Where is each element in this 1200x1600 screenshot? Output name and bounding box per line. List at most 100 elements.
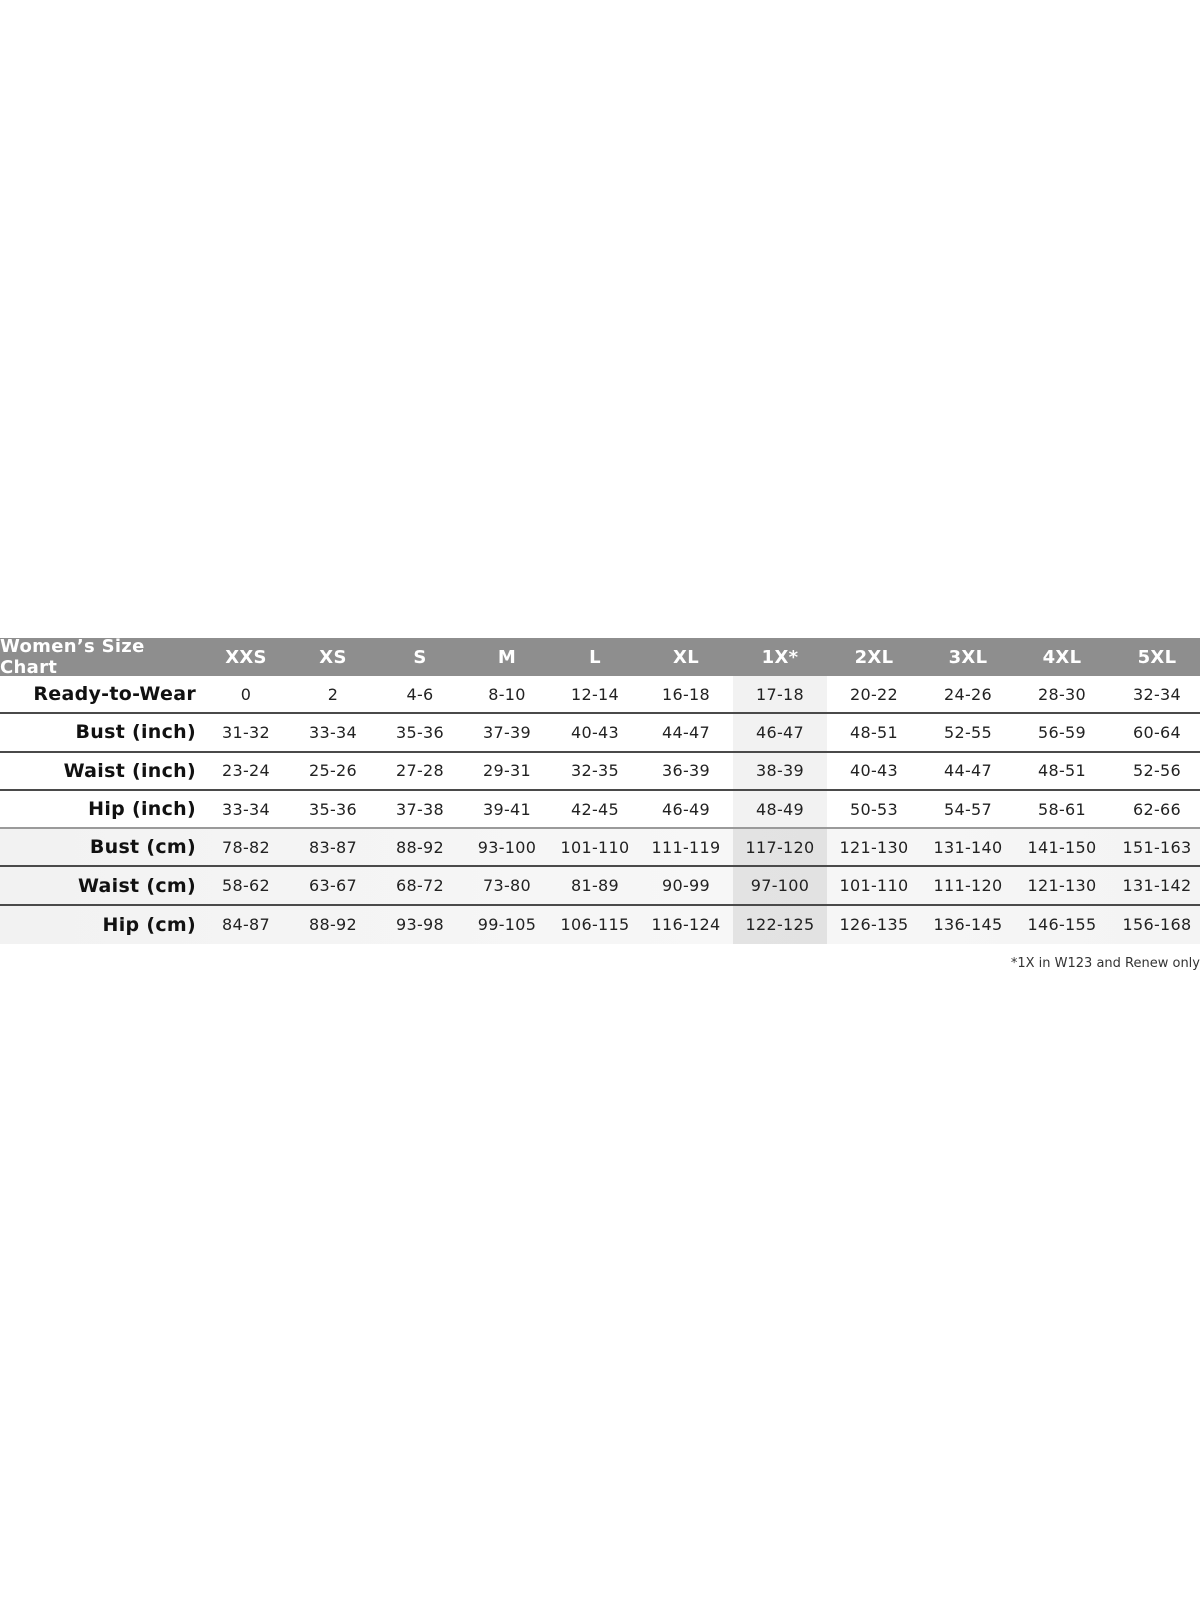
table-cell: 58-62 xyxy=(222,876,270,896)
table-cell: 28-30 xyxy=(1038,684,1086,704)
column-header: 5XL xyxy=(1137,646,1177,668)
table-cell: 88-92 xyxy=(396,837,444,857)
table-cell: 23-24 xyxy=(222,761,270,781)
table-cell: 62-66 xyxy=(1133,799,1181,819)
column-header: 2XL xyxy=(854,646,894,668)
table-cell: 60-64 xyxy=(1133,722,1181,742)
table-cell: 117-120 xyxy=(733,829,827,866)
table-cell: 52-56 xyxy=(1133,761,1181,781)
table-cell: 111-120 xyxy=(933,876,1003,896)
table-cell: 52-55 xyxy=(944,722,992,742)
table-cell: 46-47 xyxy=(733,714,827,751)
table-cell: 37-38 xyxy=(396,799,444,819)
table-cell: 93-98 xyxy=(396,915,444,935)
table-cell: 31-32 xyxy=(222,722,270,742)
table-cell: 81-89 xyxy=(571,876,619,896)
table-cell: 4-6 xyxy=(406,684,434,704)
table-cell: 156-168 xyxy=(1122,915,1192,935)
table-cell: 32-34 xyxy=(1133,684,1181,704)
table-cell: 20-22 xyxy=(850,684,898,704)
table-cell: 33-34 xyxy=(222,799,270,819)
table-row: Waist (cm) 58-62 63-67 68-72 73-80 81-89 90-99… xyxy=(0,867,1200,906)
table-cell: 32-35 xyxy=(571,761,619,781)
table-cell: 78-82 xyxy=(222,837,270,857)
footnote: *1X in W123 and Renew only xyxy=(1010,956,1200,971)
table-cell: 131-142 xyxy=(1122,876,1192,896)
table-cell: 16-18 xyxy=(662,684,710,704)
table-cell: 151-163 xyxy=(1122,837,1192,857)
table-row: Bust (cm) 78-82 83-87 88-92 93-100 101-110 111… xyxy=(0,829,1200,868)
table-cell: 46-49 xyxy=(662,799,710,819)
table-cell: 48-51 xyxy=(850,722,898,742)
column-header: L xyxy=(589,646,601,668)
table-cell: 39-41 xyxy=(483,799,531,819)
table-cell: 141-150 xyxy=(1027,837,1097,857)
table-cell: 83-87 xyxy=(309,837,357,857)
table-cell: 56-59 xyxy=(1038,722,1086,742)
table-cell: 24-26 xyxy=(944,684,992,704)
table-cell: 48-49 xyxy=(733,790,827,828)
table-cell: 88-92 xyxy=(309,915,357,935)
row-label: Ready-to-Wear xyxy=(33,683,196,706)
table-cell: 99-105 xyxy=(477,915,537,935)
table-cell: 12-14 xyxy=(571,684,619,704)
table-cell: 63-67 xyxy=(309,876,357,896)
table-row: Hip (inch) 33-34 35-36 37-38 39-41 42-45 46-49… xyxy=(0,790,1200,830)
column-header: 1X* xyxy=(761,646,799,668)
table-cell: 8-10 xyxy=(488,684,526,704)
row-label: Bust (cm) xyxy=(89,836,196,859)
table-cell: 121-130 xyxy=(839,837,909,857)
column-header: 3XL xyxy=(948,646,988,668)
table-cell: 121-130 xyxy=(1027,876,1097,896)
table-cell: 35-36 xyxy=(396,722,444,742)
table-cell: 27-28 xyxy=(396,761,444,781)
column-header: M xyxy=(497,646,517,668)
table-cell: 0 xyxy=(240,684,252,704)
table-cell: 2 xyxy=(327,684,339,704)
table-cell: 35-36 xyxy=(309,799,357,819)
table-cell: 68-72 xyxy=(396,876,444,896)
table-row: Waist (inch) 23-24 25-26 27-28 29-31 32-35 36-… xyxy=(0,752,1200,791)
table-cell: 106-115 xyxy=(560,915,630,935)
table-cell: 42-45 xyxy=(571,799,619,819)
table-row: Bust (inch) 31-32 33-34 35-36 37-39 40-43 44-4… xyxy=(0,714,1200,753)
table-cell: 29-31 xyxy=(483,761,531,781)
table-cell: 50-53 xyxy=(850,799,898,819)
table-cell: 17-18 xyxy=(733,676,827,713)
row-label: Waist (inch) xyxy=(63,759,196,782)
table-cell: 126-135 xyxy=(839,915,909,935)
table-cell: 33-34 xyxy=(309,722,357,742)
table-cell: 38-39 xyxy=(733,752,827,789)
row-label: Waist (cm) xyxy=(77,874,196,897)
column-header: XXS xyxy=(225,646,267,668)
table-cell: 101-110 xyxy=(839,876,909,896)
table-cell: 40-43 xyxy=(850,761,898,781)
table-cell: 97-100 xyxy=(733,867,827,904)
table-cell: 131-140 xyxy=(933,837,1003,857)
row-label: Bust (inch) xyxy=(75,721,196,744)
row-label: Hip (cm) xyxy=(102,913,196,936)
table-cell: 101-110 xyxy=(560,837,630,857)
table-cell: 54-57 xyxy=(944,799,992,819)
table-row: Hip (cm) 84-87 88-92 93-98 99-105 106-115 116-… xyxy=(0,905,1200,945)
header-row: Women’s Size Chart XXS XS S M L XL 1X* 2XL 3XL 4XL… xyxy=(0,636,1200,678)
table-cell: 48-51 xyxy=(1038,761,1086,781)
column-header: XL xyxy=(673,646,699,668)
table-cell: 36-39 xyxy=(662,761,710,781)
table-cell: 84-87 xyxy=(222,915,270,935)
table-cell: 58-61 xyxy=(1038,799,1086,819)
table-cell: 136-145 xyxy=(933,915,1003,935)
column-header: XS xyxy=(319,646,347,668)
table-cell: 93-100 xyxy=(477,837,537,857)
table-cell: 44-47 xyxy=(944,761,992,781)
size-chart-table: Women’s Size Chart XXS XS S M L XL 1X* 2XL 3XL 4XL… xyxy=(0,636,1200,945)
table-cell: 116-124 xyxy=(651,915,721,935)
table-cell: 90-99 xyxy=(662,876,710,896)
table-cell: 146-155 xyxy=(1027,915,1097,935)
table-cell: 37-39 xyxy=(483,722,531,742)
table-cell: 44-47 xyxy=(662,722,710,742)
table-cell: 25-26 xyxy=(309,761,357,781)
table-cell: 73-80 xyxy=(483,876,531,896)
table-cell: 40-43 xyxy=(571,722,619,742)
table-cell: 122-125 xyxy=(733,905,827,945)
